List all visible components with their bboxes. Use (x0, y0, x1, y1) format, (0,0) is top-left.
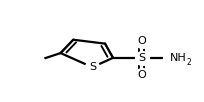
Text: S: S (88, 62, 95, 72)
Text: O: O (136, 35, 145, 45)
Text: NH: NH (169, 53, 186, 63)
Text: 2: 2 (186, 58, 191, 67)
Text: S: S (137, 53, 144, 63)
Text: O: O (136, 70, 145, 80)
